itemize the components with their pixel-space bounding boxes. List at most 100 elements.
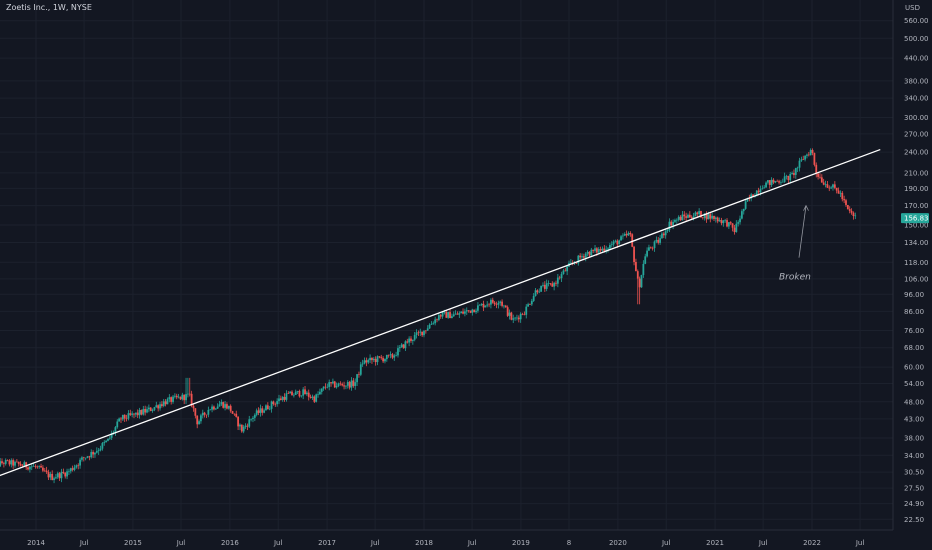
candle-body xyxy=(71,468,74,470)
price-candles xyxy=(0,148,857,484)
support-trendline[interactable] xyxy=(0,148,881,484)
x-tick-label: 2016 xyxy=(221,539,239,547)
candle-body xyxy=(107,438,109,441)
candle-body xyxy=(4,460,7,464)
candle-body xyxy=(101,443,104,449)
candle-body xyxy=(724,220,727,221)
candle-body xyxy=(854,215,857,217)
candle-body xyxy=(620,236,622,241)
candle-body xyxy=(685,216,688,218)
y-tick-label: 106.00 xyxy=(904,275,929,283)
candle-body xyxy=(248,419,251,427)
candle-body xyxy=(718,220,721,222)
x-tick-label: Jul xyxy=(370,539,380,547)
y-tick-label: 170.00 xyxy=(904,202,929,210)
candle-body xyxy=(846,204,849,210)
candle-body xyxy=(800,159,803,161)
y-tick-label: 86.00 xyxy=(904,308,924,316)
y-axis[interactable]: 560.00 500.00 440.00 380.00 340.00 300.00 270.… xyxy=(904,17,929,524)
candle-body xyxy=(642,263,645,276)
candle-body xyxy=(424,330,427,332)
x-axis[interactable]: 2014 Jul 2015 Jul 2016 Jul 2017 Jul 2018 Jul 2019 8… xyxy=(27,539,864,547)
candle-body xyxy=(439,315,442,317)
candle-body xyxy=(168,397,171,400)
candle-body xyxy=(536,290,539,293)
candle-body xyxy=(434,319,437,324)
candle-body xyxy=(692,216,695,219)
candle-body xyxy=(240,424,243,432)
candle-body xyxy=(478,305,481,306)
candle-body xyxy=(53,478,55,481)
candle-body xyxy=(659,238,661,243)
candle-body xyxy=(393,355,396,358)
candle-body xyxy=(506,307,509,316)
candle-body xyxy=(445,311,448,318)
candle-body xyxy=(244,425,247,427)
candle-body xyxy=(558,277,561,279)
candle-body xyxy=(207,409,210,415)
candle-body xyxy=(404,341,407,349)
candle-body xyxy=(609,245,611,249)
candle-body xyxy=(763,187,766,189)
candle-body xyxy=(55,477,57,479)
candle-body xyxy=(58,473,61,479)
candle-body xyxy=(813,153,816,165)
x-tick-label: 2017 xyxy=(318,539,336,547)
candle-body xyxy=(581,256,583,258)
candle-body xyxy=(436,319,438,321)
candle-body xyxy=(757,190,760,193)
candle-body xyxy=(707,214,710,220)
candle-body xyxy=(1,461,3,464)
candle-body xyxy=(278,398,280,402)
last-price-tag: 156.83 xyxy=(901,213,929,224)
candle-body xyxy=(400,344,403,348)
x-tick-label: 2019 xyxy=(512,539,530,547)
candle-body xyxy=(367,360,370,363)
candle-body xyxy=(92,452,94,455)
candle-body xyxy=(586,251,589,254)
candle-body xyxy=(209,409,212,411)
candle-body xyxy=(490,299,492,305)
candle-body xyxy=(670,221,673,226)
candle-body xyxy=(772,179,775,183)
candle-body xyxy=(166,399,169,405)
candle-body xyxy=(456,313,459,315)
candle-body xyxy=(793,173,795,175)
candle-body xyxy=(97,450,100,452)
candle-body xyxy=(86,456,89,458)
candle-body xyxy=(607,248,609,250)
candle-body xyxy=(780,182,782,183)
y-tick-label: 68.00 xyxy=(904,344,924,352)
candle-body xyxy=(356,374,358,383)
candle-body xyxy=(651,247,654,249)
candle-body xyxy=(833,184,836,188)
x-tick-label: 2015 xyxy=(124,539,142,547)
candle-body xyxy=(188,393,191,395)
candle-body xyxy=(674,220,676,222)
candle-body xyxy=(458,313,461,315)
x-tick-label: 2020 xyxy=(609,539,627,547)
candle-body xyxy=(696,212,699,215)
candle-body xyxy=(291,391,293,396)
candle-body xyxy=(635,262,637,272)
candle-body xyxy=(484,305,487,308)
trendline-layer[interactable] xyxy=(0,148,881,484)
candle-body xyxy=(410,338,412,341)
candle-body xyxy=(449,312,451,319)
candle-body xyxy=(43,470,46,472)
candle-body xyxy=(42,467,44,471)
x-tick-label: Jul xyxy=(661,539,671,547)
candle-body xyxy=(629,232,632,235)
candle-body xyxy=(257,410,260,413)
candle-body xyxy=(832,184,834,188)
y-tick-label: 210.00 xyxy=(904,169,929,177)
y-tick-label: 96.00 xyxy=(904,291,924,299)
candle-body xyxy=(294,391,297,395)
candle-body xyxy=(45,470,48,472)
candle-body xyxy=(501,301,503,306)
candle-body xyxy=(15,461,18,463)
candle-body xyxy=(292,394,295,396)
candle-body xyxy=(105,440,108,443)
candle-body xyxy=(720,220,723,224)
